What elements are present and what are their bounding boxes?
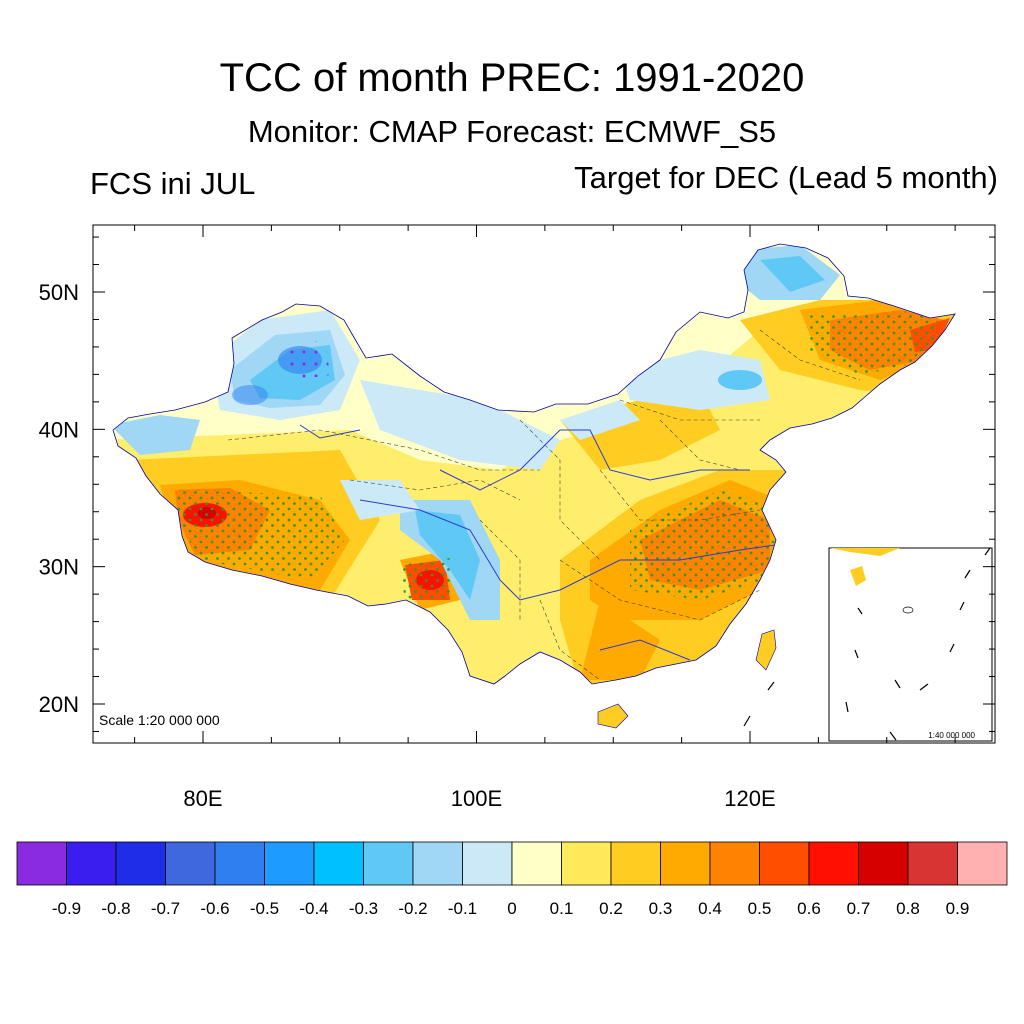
colorbar-swatch — [709, 841, 760, 886]
map-title: TCC of month PREC: 1991-2020 — [219, 56, 805, 100]
colorbar-label: 0.3 — [649, 899, 673, 918]
rivers — [299, 424, 776, 661]
lon-tick-label: 120E — [724, 786, 775, 811]
colorbar-swatch — [16, 841, 67, 886]
colorbar-swatch — [808, 841, 859, 886]
colorbar-swatch — [66, 841, 117, 886]
colorbar-swatch — [313, 841, 364, 886]
colorbar-label: -0.9 — [52, 899, 81, 918]
lat-tick-label: 50N — [39, 280, 79, 305]
colorbar-swatch — [264, 841, 315, 886]
main-scale-label: Scale 1:20 000 000 — [99, 712, 220, 728]
colorbar-label: 0.2 — [599, 899, 623, 918]
target-lead-label: Target for DEC (Lead 5 month) — [574, 160, 998, 195]
colorbar-label: 0.4 — [698, 899, 722, 918]
forecast-init-label: FCS ini JUL — [90, 166, 256, 201]
colorbar-swatch — [858, 841, 909, 886]
colorbar-label: 0.8 — [896, 899, 920, 918]
colorbar-swatch — [363, 841, 414, 886]
colorbar-label: -0.3 — [349, 899, 378, 918]
colorbar-swatch — [907, 841, 958, 886]
colorbar-swatch — [115, 841, 166, 886]
colorbar-label: -0.4 — [299, 899, 328, 918]
south-china-sea-inset — [828, 547, 993, 742]
colorbar-swatch — [610, 841, 661, 886]
colorbar-label: 0 — [507, 899, 516, 918]
colorbar-label: 0.7 — [847, 899, 871, 918]
colorbar-swatch — [511, 841, 562, 886]
colorbar-label: -0.5 — [250, 899, 279, 918]
lon-tick-label: 100E — [451, 786, 502, 811]
colorbar-label: 0.6 — [797, 899, 821, 918]
map-subtitle: Monitor: CMAP Forecast: ECMWF_S5 — [247, 114, 777, 149]
lon-tick-label: 80E — [183, 786, 222, 811]
colorbar-swatch — [214, 841, 265, 886]
colorbar-swatch — [412, 841, 463, 886]
taiwan-island — [755, 629, 777, 671]
colorbar-label: 0.5 — [748, 899, 772, 918]
lat-tick-label: 40N — [39, 417, 79, 442]
colorbar-label: 0.9 — [946, 899, 970, 918]
colorbar-swatch — [561, 841, 612, 886]
colorbar-label: -0.6 — [200, 899, 229, 918]
colorbar-label: -0.1 — [448, 899, 477, 918]
colorbar-swatch — [165, 841, 216, 886]
lat-tick-label: 30N — [39, 555, 79, 580]
colorbar-label: -0.8 — [101, 899, 130, 918]
colorbar-label: 0.1 — [550, 899, 574, 918]
colorbar-label: -0.2 — [398, 899, 427, 918]
colorbar-swatch — [462, 841, 513, 886]
colorbar-swatch — [759, 841, 810, 886]
hainan-island — [597, 703, 629, 729]
colorbar-swatch — [660, 841, 711, 886]
colorbar-swatch — [957, 841, 1008, 886]
colorbar — [16, 841, 1008, 886]
lat-tick-label: 20N — [39, 692, 79, 717]
province-boundaries — [227, 329, 861, 681]
colorbar-label: -0.7 — [151, 899, 180, 918]
inset-scale-label: 1:40 000 000 — [928, 731, 975, 740]
